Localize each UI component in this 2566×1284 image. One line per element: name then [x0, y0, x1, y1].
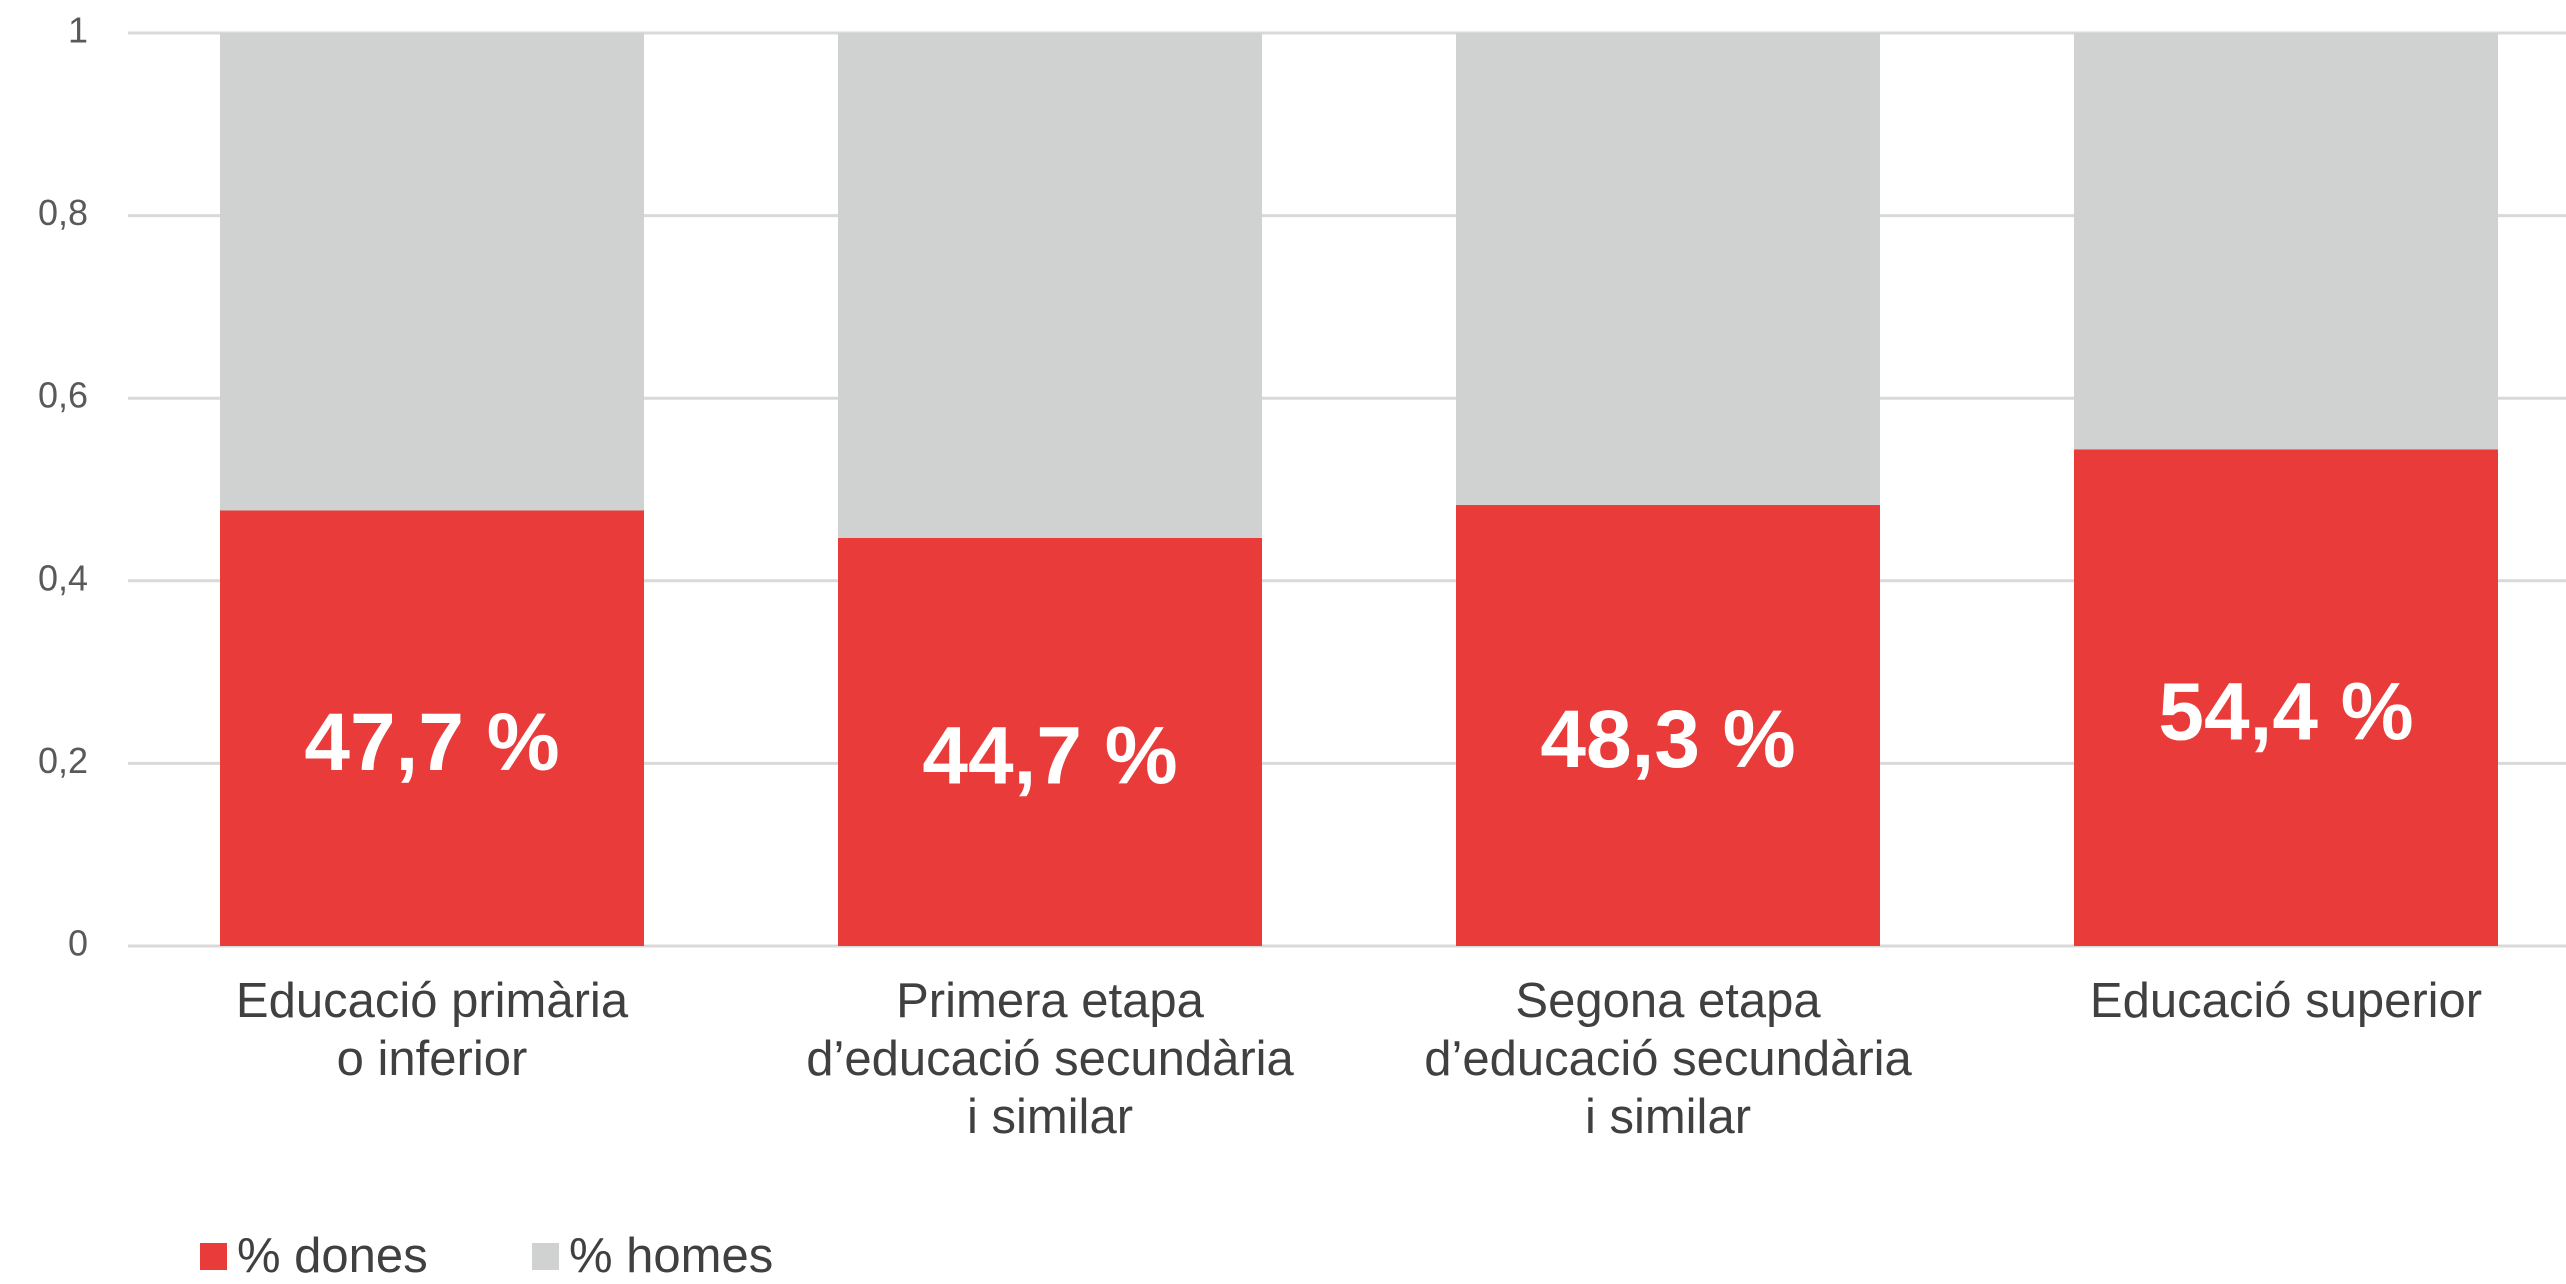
y-tick-label: 0,8: [38, 192, 88, 233]
x-tick-label: Educació superior: [2089, 974, 2483, 1028]
x-tick-label: Primera etapa d’educació secundària i si…: [806, 974, 1294, 1144]
y-tick-label: 1: [68, 10, 88, 51]
bar-segment: [2074, 33, 2498, 450]
bar-segment: [1456, 33, 1880, 506]
value-label: 47,7 %: [304, 697, 559, 788]
y-tick-label: 0,4: [38, 557, 88, 598]
y-tick-label: 0,2: [38, 740, 88, 781]
y-tick-label: 0: [68, 923, 88, 964]
bar-segment: [220, 510, 644, 946]
bar-segment: [2074, 449, 2498, 946]
x-tick-label: Segona etapa d’educació secundària i sim…: [1424, 974, 1912, 1144]
bar-segment: [838, 33, 1262, 538]
y-tick-label: 0,6: [38, 375, 88, 416]
bar-segment: [220, 33, 644, 511]
legend-item: % dones: [200, 1228, 428, 1284]
bar-segment: [838, 537, 1262, 946]
bar-segment: [1456, 505, 1880, 946]
legend-swatch: [532, 1242, 559, 1270]
value-label: 48,3 %: [1540, 694, 1795, 785]
legend-item: % homes: [532, 1228, 773, 1284]
legend-label: % dones: [237, 1229, 428, 1283]
legend-swatch: [200, 1242, 227, 1270]
legend-label: % homes: [569, 1229, 774, 1283]
value-label: 44,7 %: [922, 711, 1177, 802]
value-label: 54,4 %: [2158, 666, 2413, 757]
x-tick-label: Educació primària o inferior: [235, 974, 629, 1086]
